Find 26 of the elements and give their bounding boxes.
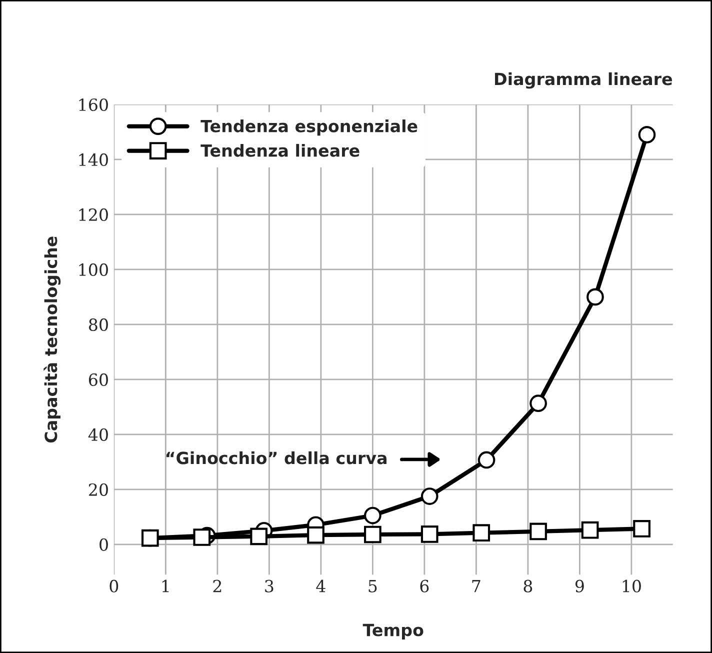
legend-label: Tendenza lineare [200,144,360,157]
x-tick-label: 0 [110,580,118,592]
y-tick-label: 20 [88,483,108,496]
y-tick-label: 160 [79,98,108,112]
y-tick-label: 140 [79,153,108,166]
y-tick-label: 80 [88,318,108,332]
y-tick-label: 120 [79,208,108,222]
x-tick-label: 10 [622,580,641,592]
y-tick-label: 60 [88,373,108,386]
x-tick-label: 5 [368,580,377,592]
y-axis-title: Capacità tecnologiche [44,236,61,443]
x-tick-label: 4 [316,580,326,592]
x-tick-label: 2 [213,580,222,592]
y-tick-label: 100 [79,263,108,276]
x-tick-label: 1 [162,580,169,592]
x-axis-title: Tempo [362,624,424,640]
legend-label: Tendenza esponenziale [200,119,418,136]
x-tick-label: 7 [472,580,480,592]
annotation: “Ginocchio” della curva [166,451,386,464]
y-tick-label: 0 [100,538,108,551]
x-tick-label: 9 [575,580,584,592]
y-tick-label: 40 [88,428,108,441]
x-tick-label: 8 [524,580,532,592]
x-tick-label: 6 [420,580,429,592]
x-tick-label: 3 [265,580,274,592]
chart-title: Diagramma lineare [495,72,672,89]
